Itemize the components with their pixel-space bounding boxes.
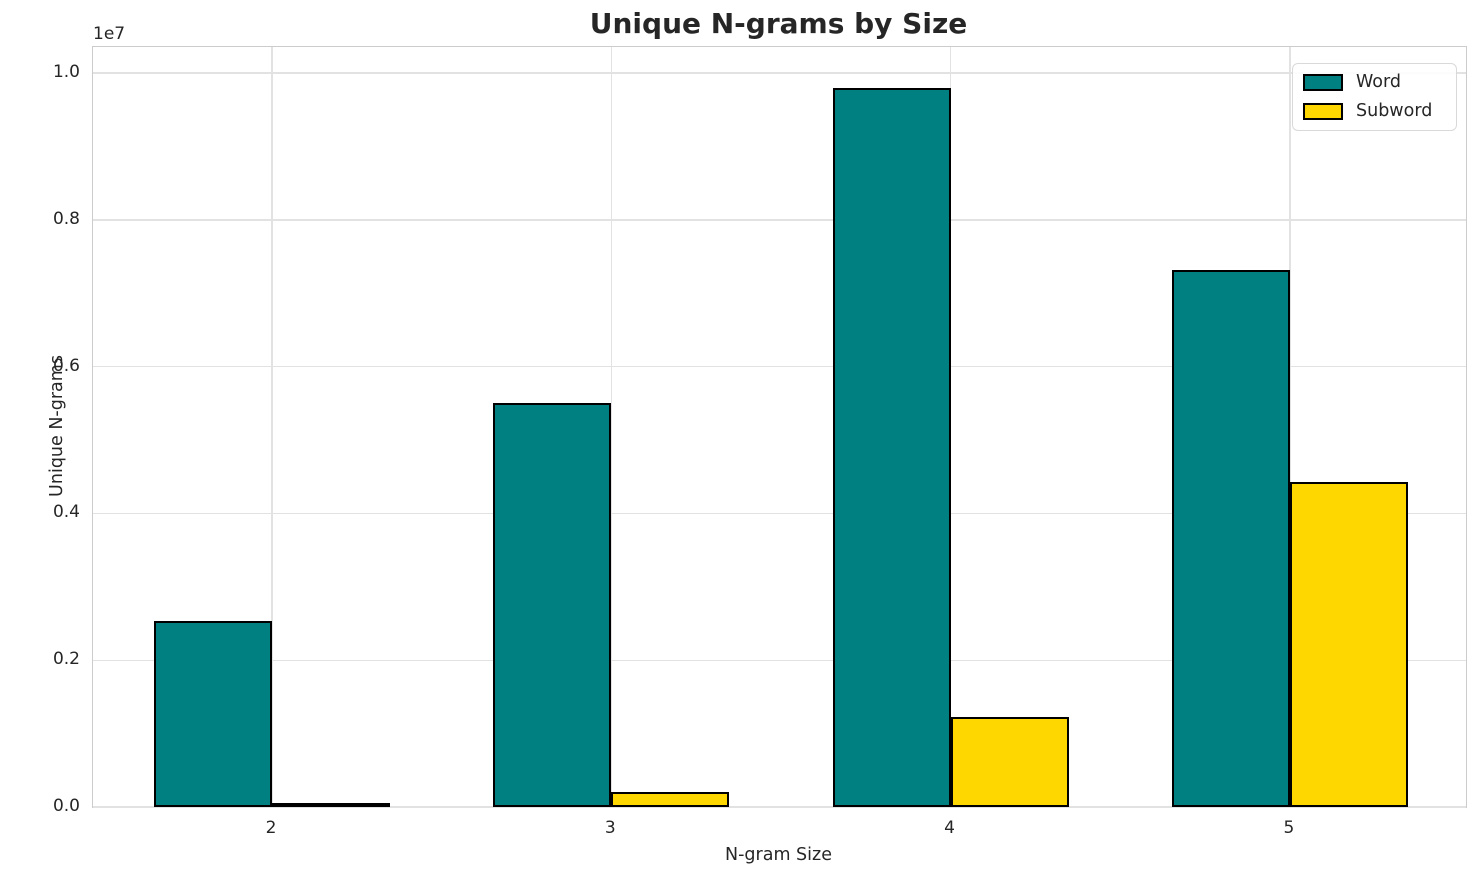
bar-subword-3 bbox=[611, 792, 730, 807]
h-gridline bbox=[93, 806, 1466, 808]
bar-subword-2 bbox=[272, 803, 390, 807]
y-tick-label: 0.2 bbox=[52, 649, 80, 670]
y-tick-label: 0.0 bbox=[52, 796, 80, 816]
h-gridline bbox=[93, 365, 1466, 368]
chart-title: Unique N-grams by Size bbox=[589, 7, 968, 40]
x-tick-label: 2 bbox=[265, 818, 277, 838]
bar-word-4 bbox=[832, 87, 951, 807]
y-tick-label: 0.6 bbox=[52, 355, 80, 376]
x-tick-label: 3 bbox=[604, 818, 616, 838]
h-gridline bbox=[93, 72, 1466, 74]
legend-entry-word: Word bbox=[1303, 72, 1444, 92]
legend-label-word: Word bbox=[1356, 72, 1401, 92]
h-gridline bbox=[93, 219, 1466, 221]
bar-subword-5 bbox=[1289, 481, 1408, 807]
x-tick-label: 5 bbox=[1283, 818, 1295, 838]
v-gridline bbox=[271, 47, 273, 807]
bar-subword-4 bbox=[950, 716, 1069, 807]
x-axis-label: N-gram Size bbox=[725, 845, 832, 865]
bar-word-3 bbox=[493, 403, 612, 807]
legend-swatch-word bbox=[1303, 73, 1343, 91]
legend-label-subword: Subword bbox=[1356, 101, 1433, 121]
legend-swatch-subword bbox=[1303, 102, 1343, 120]
legend: Word Subword bbox=[1292, 63, 1457, 131]
y-tick-label: 0.4 bbox=[52, 502, 80, 523]
bar-word-5 bbox=[1171, 269, 1290, 807]
y-tick-label: 0.8 bbox=[52, 208, 80, 229]
x-tick-label: 4 bbox=[944, 818, 955, 838]
legend-entry-subword: Subword bbox=[1303, 101, 1444, 121]
h-gridline bbox=[93, 659, 1466, 661]
h-gridline bbox=[93, 512, 1466, 515]
y-axis-label: Unique N-grams bbox=[47, 355, 67, 497]
y-axis-offset-text: 1e7 bbox=[93, 24, 126, 44]
y-tick-label: 1.0 bbox=[52, 62, 80, 82]
plot-area bbox=[92, 46, 1467, 808]
bar-word-2 bbox=[154, 621, 272, 807]
